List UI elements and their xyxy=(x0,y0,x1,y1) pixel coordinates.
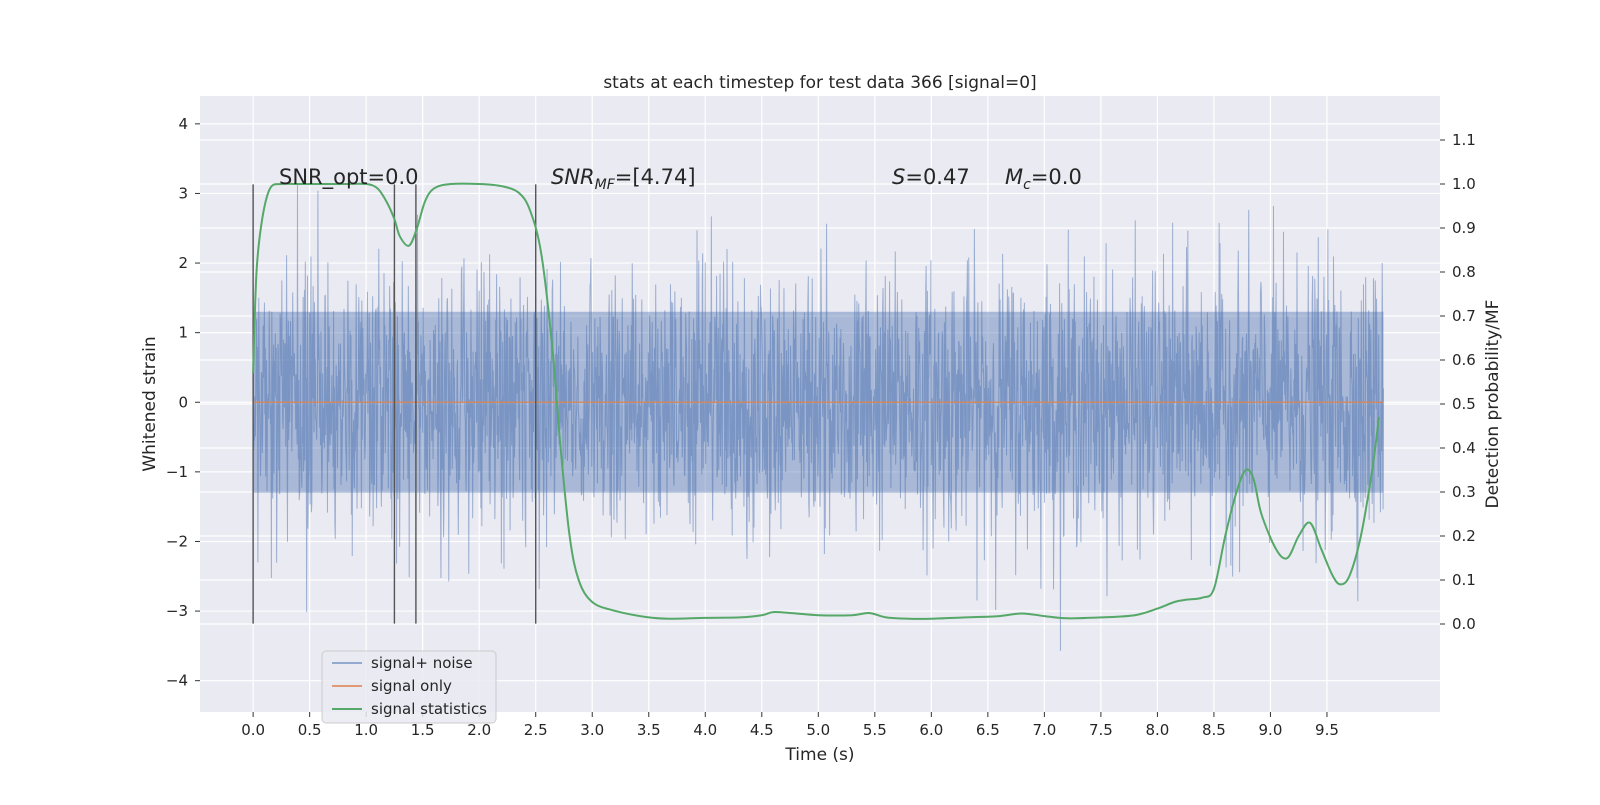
y-right-tick-label: 0.0 xyxy=(1452,615,1476,633)
y-right-tick-label: 0.6 xyxy=(1452,351,1476,369)
legend-box xyxy=(321,650,497,724)
y-tick-label: 1 xyxy=(178,324,188,342)
y-tick-label: 4 xyxy=(178,115,188,133)
y-axis-label: Whitened strain xyxy=(140,336,160,471)
x-tick-label: 4.0 xyxy=(693,721,717,739)
s-stat-value: =0.47 xyxy=(905,165,969,189)
y-tick-label: −2 xyxy=(166,532,188,550)
x-tick-label: 6.0 xyxy=(919,721,943,739)
mc-annotation: Mc=0.0 xyxy=(1005,165,1082,193)
snr-mf-annotation: SNRMF=[4.74] xyxy=(551,165,696,193)
x-tick-label: 1.5 xyxy=(411,721,435,739)
x-tick-label: 8.5 xyxy=(1202,721,1226,739)
y-tick-label: 0 xyxy=(178,393,188,411)
snr-mf-subscript: MF xyxy=(595,177,616,193)
x-tick-label: 5.0 xyxy=(806,721,830,739)
x-tick-label: 0.5 xyxy=(298,721,322,739)
x-tick-label: 5.5 xyxy=(863,721,887,739)
y-right-tick-label: 0.2 xyxy=(1452,527,1476,545)
x-tick-label: 6.5 xyxy=(976,721,1000,739)
x-tick-label: 3.5 xyxy=(637,721,661,739)
signal-statistics-line xyxy=(252,182,1380,620)
x-tick-label: 2.0 xyxy=(467,721,491,739)
chart-title: stats at each timestep for test data 366… xyxy=(603,73,1036,93)
signal-statistics-series xyxy=(252,182,1380,620)
y-right-tick-label: 0.7 xyxy=(1452,307,1476,325)
x-tick-label: 8.0 xyxy=(1145,721,1169,739)
y-axis-right-label: Detection probability/MF xyxy=(1483,300,1503,509)
x-tick-label: 9.0 xyxy=(1259,721,1283,739)
s-stat-symbol: S xyxy=(892,165,905,189)
s-stat-annotation: S=0.47 xyxy=(892,165,970,189)
mc-subscript: c xyxy=(1023,177,1031,193)
y-tick-label: 3 xyxy=(178,184,188,202)
snr-mf-value: =[4.74] xyxy=(615,165,696,189)
y-right-tick-label: 0.1 xyxy=(1452,571,1476,589)
y-right-tick-label: 0.3 xyxy=(1452,483,1476,501)
vertical-markers xyxy=(252,184,537,624)
x-tick-label: 9.5 xyxy=(1315,721,1339,739)
y-tick-label: −1 xyxy=(166,463,188,481)
y-right-tick-label: 0.4 xyxy=(1452,439,1476,457)
legend-label-signal-statistics: signal statistics xyxy=(371,700,487,718)
mc-symbol: M xyxy=(1005,165,1023,189)
mc-value: =0.0 xyxy=(1031,165,1082,189)
snr-opt-annotation: SNR_opt=0.0 xyxy=(279,165,419,190)
y-tick-label: 2 xyxy=(178,254,188,272)
x-tick-label: 2.5 xyxy=(524,721,548,739)
y-tick-label: −3 xyxy=(166,602,188,620)
x-tick-label: 4.5 xyxy=(750,721,774,739)
y-right-tick-label: 1.0 xyxy=(1452,175,1476,193)
y-right-tick-label: 0.5 xyxy=(1452,395,1476,413)
y-right-tick-label: 1.1 xyxy=(1452,131,1476,149)
y-right-tick-label: 0.8 xyxy=(1452,263,1476,281)
x-tick-label: 7.0 xyxy=(1032,721,1056,739)
legend: signal+ noise signal only signal statist… xyxy=(321,650,497,724)
x-axis-label: Time (s) xyxy=(784,745,854,765)
y-tick-label: −4 xyxy=(166,672,188,690)
snr-mf-base: SNR xyxy=(551,165,595,189)
y-right-tick-label: 0.9 xyxy=(1452,219,1476,237)
x-tick-label: 1.0 xyxy=(354,721,378,739)
signal-noise-line xyxy=(252,183,1384,651)
x-tick-label: 7.5 xyxy=(1089,721,1113,739)
axis-layer: 0.0 0.5 1.0 1.5 2.0 2.5 3.0 3.5 4.0 4.5 5.0 5.5 6.0 6… xyxy=(166,115,1476,739)
legend-label-signal-noise: signal+ noise xyxy=(371,654,473,672)
x-tick-label: 0.0 xyxy=(241,721,265,739)
legend-label-signal-only: signal only xyxy=(371,677,452,695)
x-tick-label: 3.0 xyxy=(580,721,604,739)
